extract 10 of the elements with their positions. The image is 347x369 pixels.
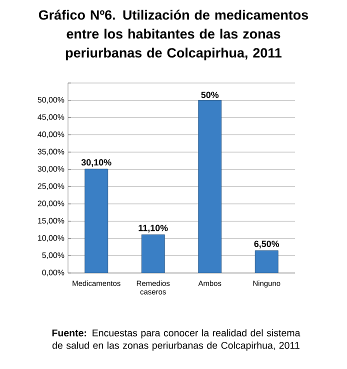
bar bbox=[198, 100, 222, 273]
bar bbox=[141, 234, 165, 273]
chart-title: Gráfico Nº6. Utilización de medicamentos entre los habitantes de las zonas periurbanas de Colcapirhua, 2011 bbox=[38, 10, 308, 60]
data-label: 11,10% bbox=[138, 224, 168, 232]
data-label: 50% bbox=[201, 92, 219, 98]
data-label: 6,50% bbox=[254, 240, 280, 248]
data-label: 30,10% bbox=[81, 159, 112, 167]
bar bbox=[84, 168, 108, 273]
bar bbox=[254, 250, 278, 273]
text: Fuente: Encuestas para conocer la realidad del sistema de salud en las zonas periurbanas de Colcapirhua, 2011 bbox=[52, 329, 300, 351]
